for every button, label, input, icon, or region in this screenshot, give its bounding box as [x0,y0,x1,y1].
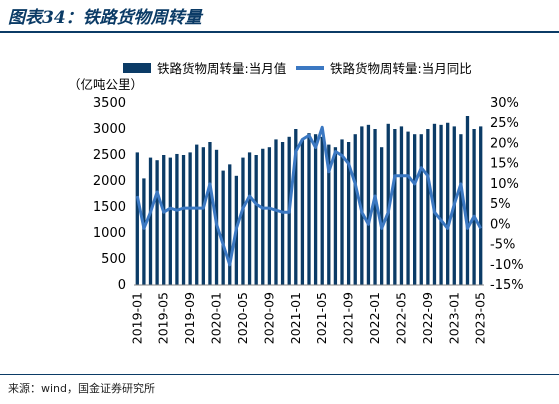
x-tick-label: 2020-05 [235,292,250,344]
bar [261,148,265,285]
bar [195,144,199,285]
footer-rule [0,374,559,375]
x-tick-label: 2019-01 [129,292,144,344]
bar [274,139,278,285]
bar [399,126,404,286]
x-tick-label: 2021-09 [341,292,356,344]
y-tick-label: 2500 [93,148,126,163]
bar [142,178,146,285]
bar [446,122,450,285]
x-tick-label: 2019-09 [182,292,197,344]
bar-series [135,116,483,286]
bar [439,124,443,285]
bar [320,136,324,285]
bar [373,129,377,285]
x-tick-label: 2021-05 [314,292,329,344]
bar [353,134,357,285]
bar [241,157,245,285]
yoy-line [135,125,483,267]
bar [479,126,483,286]
bar [148,157,153,285]
bar [333,147,338,285]
bar [162,155,166,285]
y2-tick-label: 0% [490,217,511,232]
bar [313,134,318,285]
y2-tick-label: -15% [490,278,524,293]
legend-bar-label: 铁路货物周转量:当月值 [157,61,286,76]
bar [406,131,410,285]
bar [379,147,384,285]
legend-line-label: 铁路货物周转量:当月同比 [330,61,472,76]
y2-tick-label: 25% [490,116,519,131]
y-tick-label: 1500 [93,200,126,215]
bar [221,170,225,285]
bar [465,116,470,285]
y2-tick-label: -5% [490,238,515,253]
bar [135,152,139,285]
legend-bar-swatch [123,63,151,73]
x-tick-label: 2022-01 [367,292,382,344]
y2-tick-label: 10% [490,177,519,192]
bar [247,152,252,285]
bar [472,129,476,285]
bar [168,157,172,285]
bar [208,142,212,285]
y2-tick-label: 30% [490,96,519,111]
bar [413,134,417,285]
y-tick-label: 500 [101,252,126,267]
y-axis-label: （亿吨公里） [68,77,143,92]
bar [201,147,205,285]
x-tick-label: 2021-01 [288,292,303,344]
bar [228,164,232,285]
x-tick-label: 2020-09 [261,292,276,344]
bar [300,139,305,285]
y2-tick-label: 5% [490,197,511,212]
y-tick-label: 0 [118,278,126,293]
source-note: 来源：wind，国金证券研究所 [8,382,156,395]
y-tick-label: 3500 [93,96,126,111]
bar [188,152,192,285]
y2-tick-label: 20% [490,136,519,151]
y2-tick-label: -10% [490,258,524,273]
bar [393,129,397,285]
title-rule [0,31,559,33]
bar [459,134,463,285]
bar [366,124,371,285]
bar [346,142,351,285]
y-tick-label: 3000 [93,122,126,137]
y-tick-label: 1000 [93,226,126,241]
x-tick-label: 2022-05 [393,292,408,344]
bar [340,139,344,285]
bar [294,129,298,285]
x-tick-label: 2022-09 [420,292,435,344]
x-tick-label: 2023-05 [473,292,488,344]
bar [175,153,179,285]
bar [307,133,311,285]
x-tick-label: 2019-05 [156,292,171,344]
bar [181,155,186,285]
bar [327,144,331,285]
x-tick-label: 2020-01 [209,292,224,344]
chart: 铁路货物周转量:当月值 铁路货物周转量:当月同比 （亿吨公里） 0 500 1000… [68,61,524,344]
bar [267,147,272,285]
y-tick-label: 2000 [93,174,126,189]
x-tick-label: 2023-01 [446,292,461,344]
legend: 铁路货物周转量:当月值 铁路货物周转量:当月同比 [123,61,472,76]
bar [155,160,159,285]
axes: 0 500 1000 1500 2000 2500 3000 3500 -15% -10% -5% 0… [93,96,524,344]
y2-tick-label: 15% [490,157,519,172]
figure-title: 图表34：铁路货物周转量 [8,8,202,28]
bar [254,155,258,285]
bar [426,129,430,285]
bar [419,134,423,285]
